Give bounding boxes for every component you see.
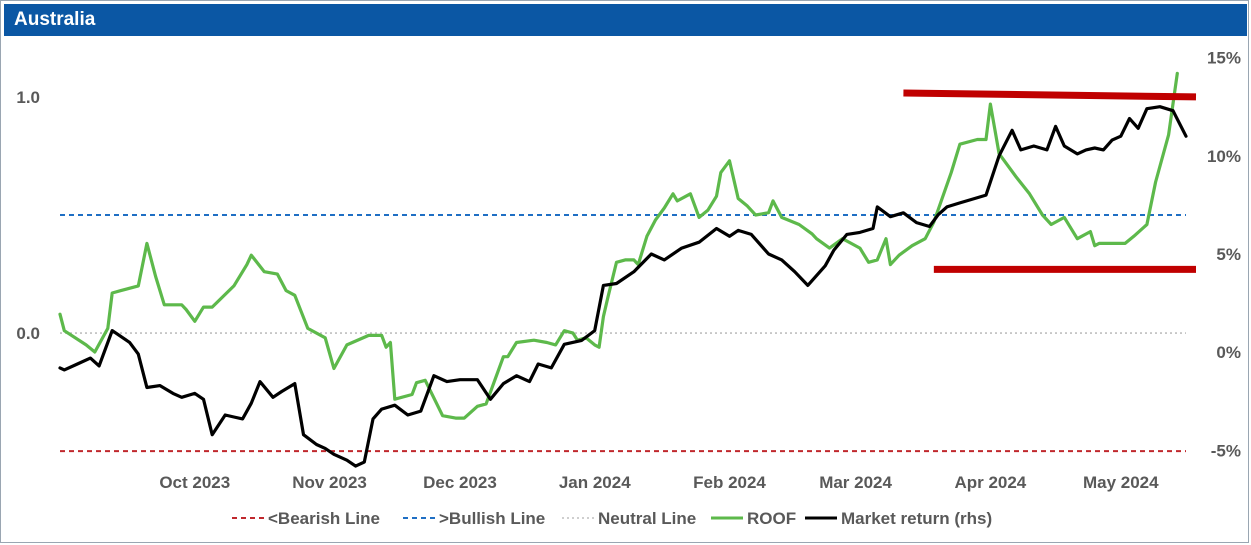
left-axis-tick-label: 0.0: [16, 324, 40, 343]
x-axis-tick-label: Mar 2024: [819, 473, 892, 492]
x-axis-tick-label: Dec 2023: [423, 473, 497, 492]
reference-lines: [60, 214, 1186, 453]
right-axis-tick-label: -5%: [1211, 441, 1241, 460]
right-axis: 15% 10% 5% 0% -5%: [1207, 49, 1241, 461]
annotations: [903, 89, 1197, 273]
legend-label: >Bullish Line: [439, 509, 545, 528]
x-axis-tick-label: Apr 2024: [954, 473, 1026, 492]
right-axis-tick-label: 15%: [1207, 49, 1241, 68]
legend-label: <Bearish Line: [268, 509, 380, 528]
x-axis-tick-label: Oct 2023: [159, 473, 230, 492]
left-axis: 1.0 0.0: [16, 88, 40, 343]
right-axis-tick-label: 0%: [1216, 343, 1241, 362]
legend: <Bearish Line >Bullish Line Neutral Line RO…: [232, 509, 992, 528]
series-layer: [58, 71, 1188, 468]
roof-series-line: [58, 71, 1179, 420]
legend-label: Market return (rhs): [841, 509, 992, 528]
annotation-bar-1: [903, 89, 1197, 101]
legend-label: ROOF: [747, 509, 796, 528]
market-return-series-line: [58, 105, 1188, 468]
x-axis: Oct 2023 Nov 2023 Dec 2023 Jan 2024 Feb 2024…: [159, 473, 1159, 492]
x-axis-tick-label: May 2024: [1083, 473, 1159, 492]
x-axis-tick-label: Feb 2024: [693, 473, 766, 492]
chart-title: Australia: [14, 9, 96, 30]
title-bar: Australia: [4, 4, 1247, 36]
right-axis-tick-label: 10%: [1207, 147, 1241, 166]
x-axis-tick-label: Nov 2023: [292, 473, 367, 492]
x-axis-tick-label: Jan 2024: [559, 473, 631, 492]
left-axis-tick-label: 1.0: [16, 88, 40, 107]
legend-label: Neutral Line: [598, 509, 696, 528]
right-axis-tick-label: 5%: [1216, 245, 1241, 264]
